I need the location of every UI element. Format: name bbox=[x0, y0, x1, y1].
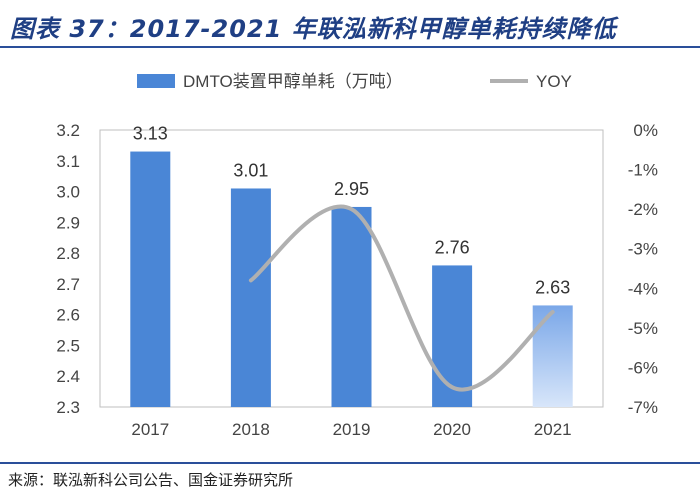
y-left-tick-label: 2.9 bbox=[56, 213, 80, 232]
bar bbox=[130, 151, 171, 407]
y-right-tick-label: -6% bbox=[628, 358, 658, 377]
y-left-tick-label: 2.7 bbox=[56, 275, 80, 294]
source-bar: 来源：联泓新科公司公告、国金证券研究所 bbox=[0, 462, 700, 494]
y-left-tick-label: 2.3 bbox=[56, 398, 80, 417]
y-left-tick-label: 2.4 bbox=[56, 367, 80, 386]
bar-value-label: 2.76 bbox=[435, 237, 470, 257]
x-tick-label: 2017 bbox=[131, 420, 169, 439]
chart-title: 图表 37：2017-2021 年联泓新科甲醇单耗持续降低 bbox=[10, 15, 617, 43]
x-tick-label: 2020 bbox=[433, 420, 471, 439]
y-left-tick-label: 3.2 bbox=[56, 121, 80, 140]
bar-value-label: 3.01 bbox=[233, 160, 268, 180]
y-right-tick-label: -3% bbox=[628, 240, 658, 259]
legend-bar-swatch bbox=[137, 74, 175, 88]
bar-value-label: 2.95 bbox=[334, 179, 369, 199]
chart-svg: DMTO装置甲醇单耗（万吨） YOY 3.2 3.1 3.0 2.9 2.8 2.7 2.6 2… bbox=[56, 72, 658, 439]
bar bbox=[532, 305, 573, 407]
yoy-line bbox=[248, 204, 555, 392]
y-right-tick-label: -7% bbox=[628, 398, 658, 417]
bar-value-label: 2.63 bbox=[535, 277, 570, 297]
bar bbox=[331, 206, 372, 407]
bar bbox=[230, 188, 271, 407]
legend-line-label: YOY bbox=[536, 72, 572, 91]
y-right-tick-label: -1% bbox=[628, 161, 658, 180]
legend: DMTO装置甲醇单耗（万吨） YOY bbox=[137, 72, 572, 91]
y-left-tick-label: 3.1 bbox=[56, 152, 80, 171]
x-tick-label: 2021 bbox=[534, 420, 572, 439]
y-left-tick-label: 3.0 bbox=[56, 183, 80, 202]
plot-area: 3.2 3.1 3.0 2.9 2.8 2.7 2.6 2.5 2.4 2.3 0% -1% -2% -3… bbox=[56, 121, 658, 439]
x-tick-label: 2018 bbox=[232, 420, 270, 439]
y-left-tick-label: 2.8 bbox=[56, 244, 80, 263]
chart-area: DMTO装置甲醇单耗（万吨） YOY 3.2 3.1 3.0 2.9 2.8 2.7 2.6 2… bbox=[0, 52, 700, 458]
y-right-tick-label: -4% bbox=[628, 279, 658, 298]
legend-bar-label: DMTO装置甲醇单耗（万吨） bbox=[183, 72, 403, 91]
y-left-tick-label: 2.6 bbox=[56, 306, 80, 325]
y-left-tick-label: 2.5 bbox=[56, 336, 80, 355]
y-right-tick-label: -2% bbox=[628, 200, 658, 219]
bar-value-label: 3.13 bbox=[133, 124, 168, 144]
source-note: 来源：联泓新科公司公告、国金证券研究所 bbox=[8, 471, 294, 489]
title-bar: 图表 37：2017-2021 年联泓新科甲醇单耗持续降低 bbox=[0, 0, 700, 48]
bar bbox=[432, 265, 473, 407]
y-right-tick-label: 0% bbox=[633, 121, 658, 140]
y-right-tick-label: -5% bbox=[628, 319, 658, 338]
x-tick-label: 2019 bbox=[333, 420, 371, 439]
